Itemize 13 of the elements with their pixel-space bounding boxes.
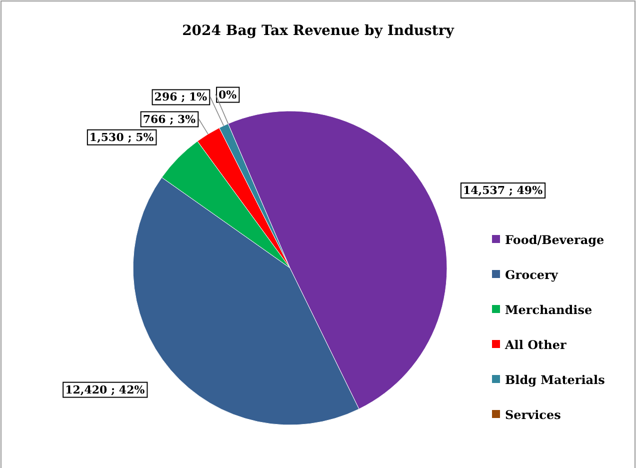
- chart-title: 2024 Bag Tax Revenue by Industry: [182, 23, 455, 39]
- data-label: 1,530 ; 5%: [89, 130, 154, 144]
- data-label: 296 ; 1%: [154, 90, 208, 104]
- legend-label: All Other: [504, 338, 567, 352]
- data-label: 766 ; 3%: [142, 112, 196, 126]
- legend-label: Services: [505, 408, 562, 422]
- text: 0%: [218, 88, 237, 102]
- data-label: 12,420 ; 42%: [65, 383, 146, 396]
- legend-label: Grocery: [505, 268, 559, 282]
- legend-label: Bldg Materials: [505, 373, 606, 387]
- legend-label: Food/Beverage: [505, 233, 605, 247]
- legend-label: Merchandise: [505, 303, 592, 317]
- data-label: 14,537 ; 49%: [462, 184, 544, 198]
